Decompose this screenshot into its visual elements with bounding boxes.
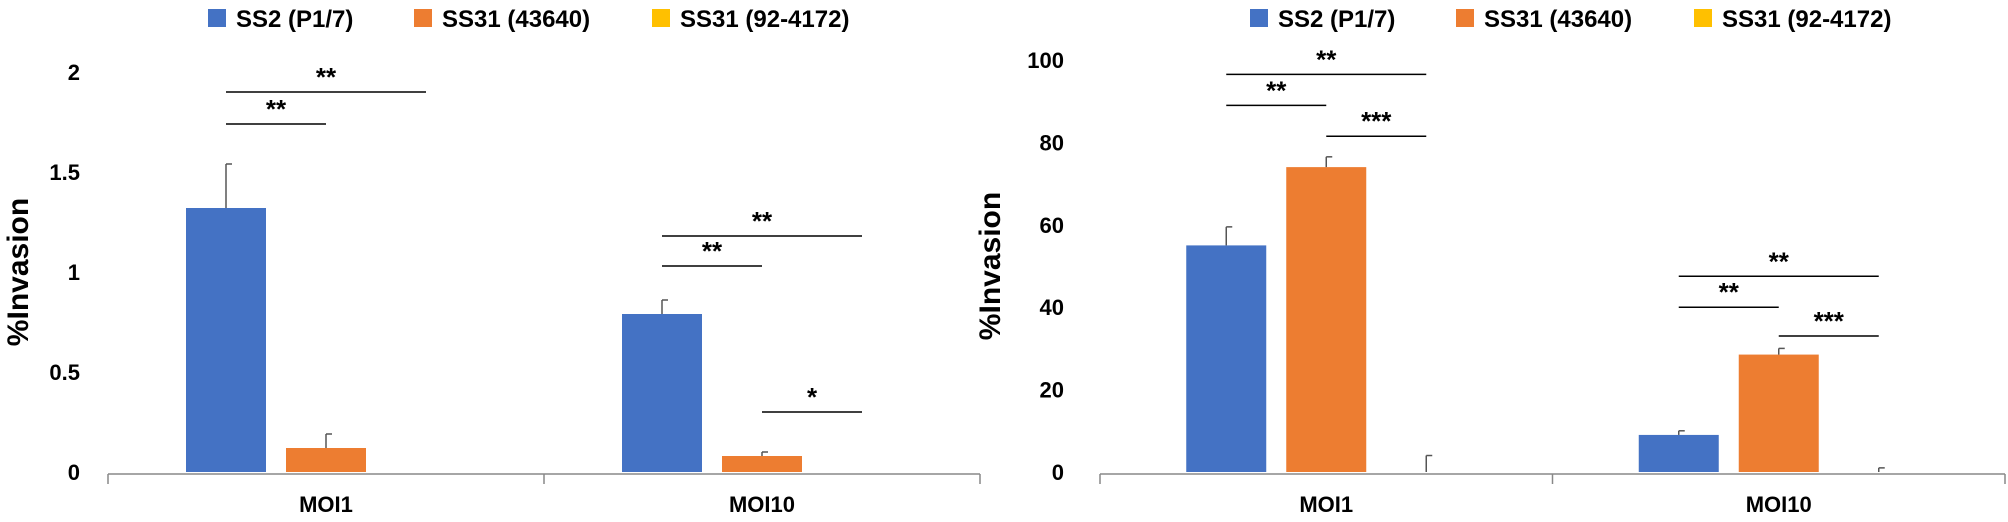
significance-label: * bbox=[807, 382, 818, 412]
legend-label: SS31 (92-4172) bbox=[680, 6, 849, 33]
legend-swatch bbox=[1456, 9, 1474, 27]
significance-label: ** bbox=[752, 206, 773, 236]
legend-label: SS31 (92-4172) bbox=[1722, 6, 1891, 33]
y-tick-label: 1.5 bbox=[49, 160, 80, 185]
x-category-label: MOI10 bbox=[729, 492, 795, 517]
bar bbox=[1186, 245, 1267, 472]
significance-label: ** bbox=[1769, 246, 1790, 276]
bar bbox=[1638, 434, 1719, 472]
bar bbox=[1286, 167, 1367, 472]
significance-label: ** bbox=[1316, 44, 1337, 74]
y-tick-label: 0 bbox=[1052, 460, 1064, 485]
legend-swatch bbox=[1250, 9, 1268, 27]
y-tick-label: 60 bbox=[1040, 213, 1064, 238]
bar bbox=[622, 314, 702, 472]
y-tick-label: 0 bbox=[68, 460, 80, 485]
significance-label: *** bbox=[1814, 306, 1845, 336]
significance-label: ** bbox=[316, 62, 337, 92]
y-tick-label: 0.5 bbox=[49, 360, 80, 385]
x-category-label: MOI10 bbox=[1746, 492, 1812, 517]
y-tick-label: 40 bbox=[1040, 295, 1064, 320]
bar bbox=[286, 448, 366, 472]
significance-label: ** bbox=[1266, 75, 1287, 105]
significance-label: *** bbox=[1361, 106, 1392, 136]
x-category-label: MOI1 bbox=[299, 492, 353, 517]
legend-swatch bbox=[1694, 9, 1712, 27]
bar bbox=[1738, 354, 1819, 472]
y-tick-label: 1 bbox=[68, 260, 80, 285]
y-tick-label: 100 bbox=[1027, 48, 1064, 73]
legend-swatch bbox=[652, 9, 670, 27]
bar bbox=[186, 208, 266, 472]
y-tick-label: 2 bbox=[68, 60, 80, 85]
y-axis-label: %Invasion bbox=[974, 192, 1007, 340]
x-category-label: MOI1 bbox=[1299, 492, 1353, 517]
y-tick-label: 20 bbox=[1040, 378, 1064, 403]
legend-swatch bbox=[414, 9, 432, 27]
significance-label: ** bbox=[702, 236, 723, 266]
legend-label: SS2 (P1/7) bbox=[1278, 6, 1395, 33]
bar bbox=[722, 456, 802, 472]
y-axis-label: %Invasion bbox=[2, 198, 35, 346]
significance-label: ** bbox=[1719, 277, 1740, 307]
significance-label: ** bbox=[266, 94, 287, 124]
legend-swatch bbox=[208, 9, 226, 27]
legend-label: SS31 (43640) bbox=[442, 6, 590, 33]
y-tick-label: 80 bbox=[1040, 130, 1064, 155]
legend-label: SS2 (P1/7) bbox=[236, 6, 353, 33]
legend-label: SS31 (43640) bbox=[1484, 6, 1632, 33]
